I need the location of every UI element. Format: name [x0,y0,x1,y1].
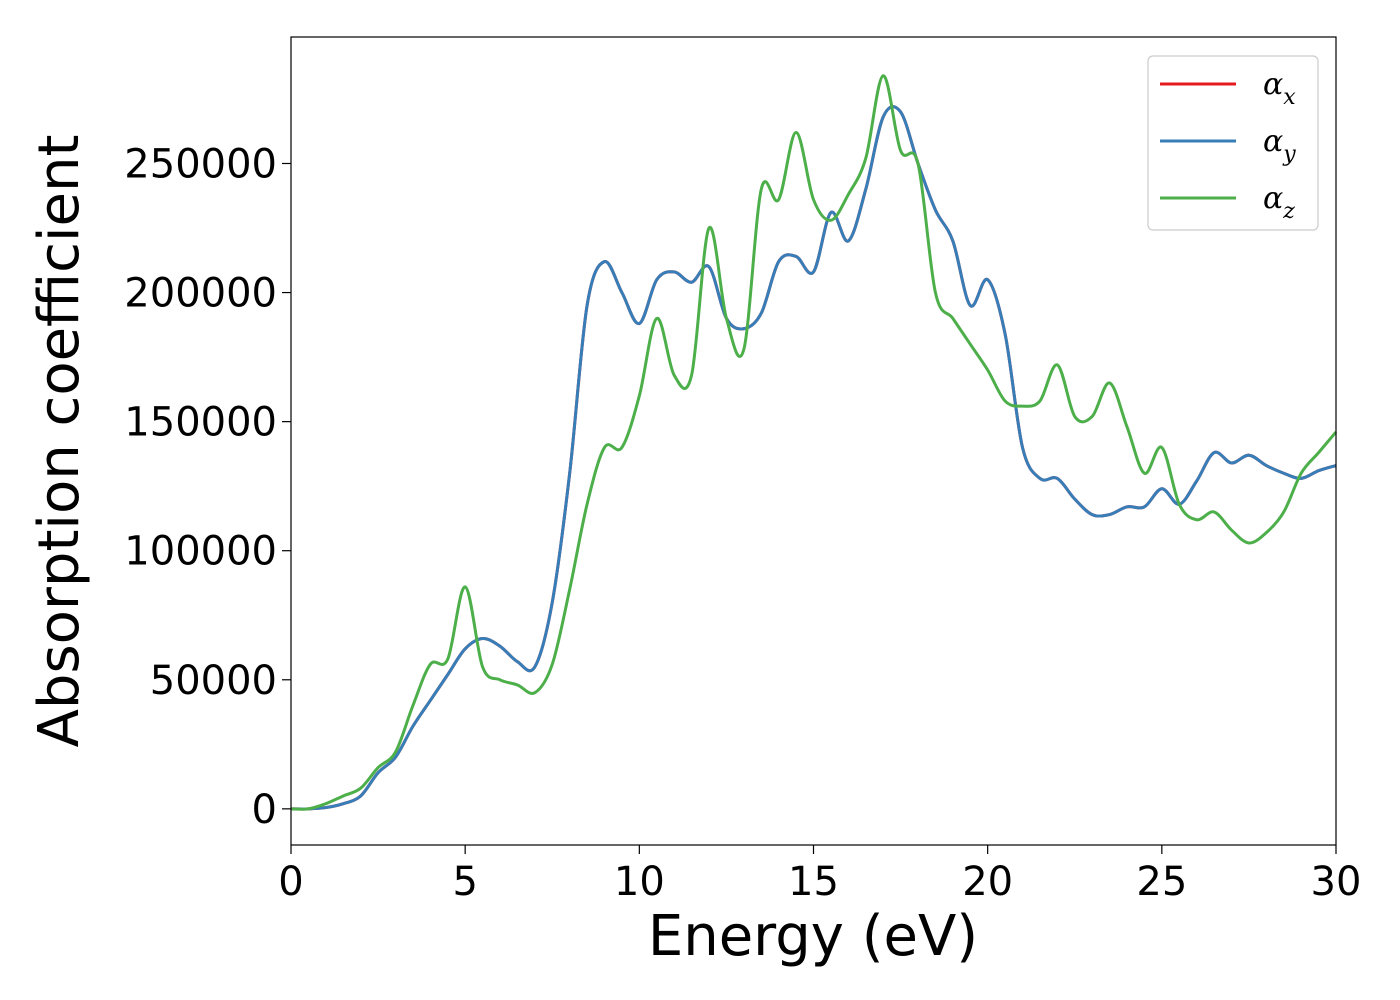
y-axis: 0 50000 100000 150000 200000 250000 [124,141,291,833]
y-tick-label: 0 [252,787,277,833]
series-line-alpha-z [290,74,1338,811]
y-tick-label: 200000 [124,271,277,317]
series-line-alpha-y [290,105,1337,811]
x-tick-label: 20 [962,859,1013,905]
y-axis-title: Absorption coefficient [27,135,92,748]
legend-label-alpha-z: αz [1263,181,1295,224]
legend: αx αy αz [1147,55,1319,231]
x-tick-label: 5 [452,859,477,905]
x-tick-label: 30 [1311,859,1362,905]
x-tick-label: 10 [614,859,665,905]
x-axis: 0 5 10 15 20 25 30 [278,845,1361,905]
y-tick-label: 150000 [124,400,277,446]
x-tick-label: 15 [788,859,839,905]
x-tick-label: 25 [1136,859,1187,905]
y-tick-label: 250000 [124,141,277,187]
x-axis-title: Energy (eV) [648,904,978,969]
y-tick-label: 50000 [150,658,277,704]
legend-box [1147,55,1319,231]
y-tick-label: 100000 [124,529,277,575]
plot-lines [290,74,1338,811]
legend-label-alpha-x: αx [1263,67,1296,110]
x-tick-label: 0 [278,859,303,905]
legend-label-alpha-y: αy [1263,124,1296,167]
